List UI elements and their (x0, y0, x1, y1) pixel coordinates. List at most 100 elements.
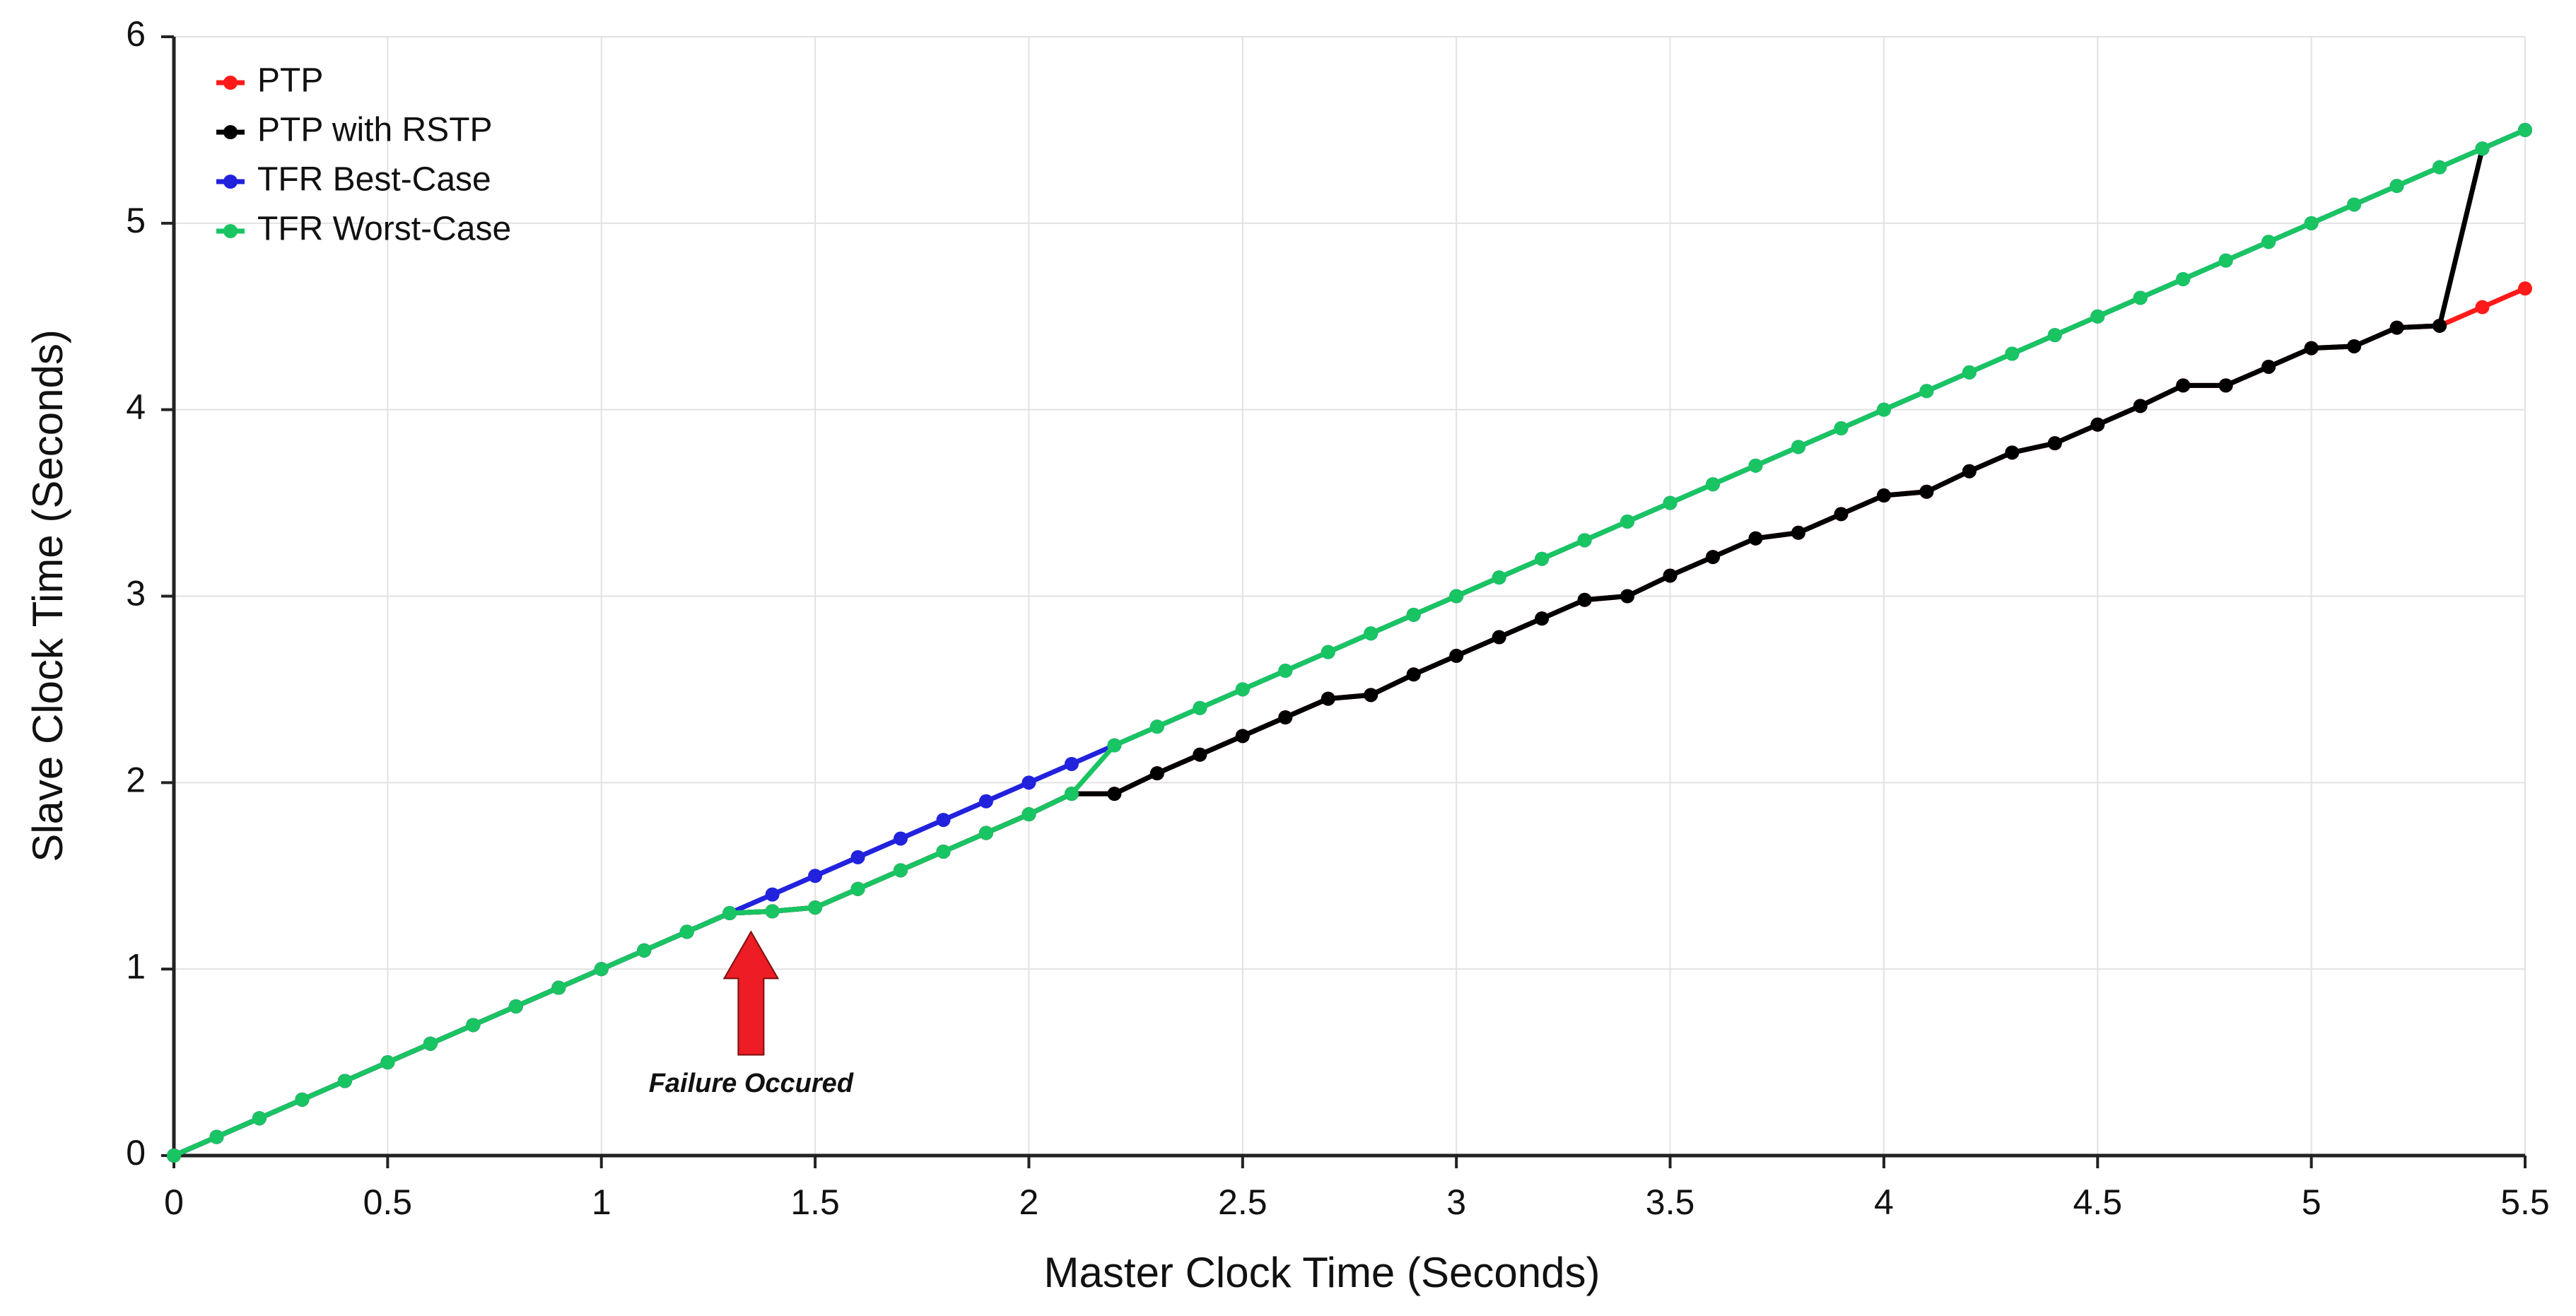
data-point (1663, 495, 1678, 510)
data-point (1577, 592, 1592, 607)
data-point (894, 863, 908, 878)
data-point (978, 826, 993, 840)
data-point (1107, 787, 1122, 801)
x-tick-label: 0 (164, 1182, 184, 1222)
x-tick-label: 2.5 (1218, 1182, 1267, 1222)
y-tick-label: 2 (126, 760, 146, 800)
data-point (466, 1018, 481, 1033)
data-point (1492, 630, 1506, 645)
data-point (722, 906, 737, 921)
series-line (172, 127, 2527, 1158)
data-point (1321, 645, 1335, 659)
data-point (551, 980, 566, 995)
annotation: Failure Occured (649, 1069, 854, 1098)
data-point (1876, 488, 1891, 503)
x-tick-label: 4 (1874, 1182, 1894, 1222)
legend-marker (223, 175, 238, 189)
data-point (2347, 339, 2362, 353)
x-tick-label: 5 (2302, 1182, 2322, 1222)
data-point (1064, 756, 1079, 771)
data-point (2005, 346, 2020, 361)
x-tick-label: 2 (1019, 1182, 1039, 1222)
data-point (1876, 402, 1891, 417)
x-tick-label: 5.5 (2500, 1182, 2550, 1222)
legend-label: PTP with RSTP (257, 112, 493, 149)
data-point (337, 1074, 352, 1088)
data-point (808, 869, 823, 883)
data-point (2218, 253, 2233, 268)
data-point (1706, 550, 1721, 565)
legend-label: TFR Best-Case (257, 161, 491, 199)
data-point (894, 831, 908, 846)
data-point (850, 850, 865, 864)
data-point (1406, 667, 1421, 682)
data-point (1577, 533, 1592, 548)
x-tick-label: 1 (592, 1182, 611, 1222)
data-point (679, 924, 694, 939)
data-point (1193, 747, 1207, 762)
y-tick-label: 0 (126, 1133, 146, 1173)
data-point (423, 1036, 438, 1051)
data-point (2304, 341, 2319, 356)
data-point (209, 1129, 224, 1144)
legend-label: TFR Worst-Case (257, 211, 511, 248)
data-point (1107, 738, 1122, 753)
data-point (1748, 458, 1763, 473)
data-point (2518, 122, 2532, 137)
data-point (1064, 787, 1079, 801)
data-point (1278, 664, 1293, 678)
data-point (936, 844, 951, 859)
data-point (1321, 691, 1335, 706)
data-point (1919, 484, 1934, 499)
data-point (2475, 141, 2490, 156)
series-line (172, 286, 2527, 1158)
data-point (1834, 507, 1849, 522)
data-point (1193, 700, 1207, 715)
data-point (2133, 290, 2148, 305)
data-point (850, 881, 865, 896)
data-point (1149, 719, 1164, 734)
data-point (380, 1055, 395, 1070)
data-point (2518, 281, 2532, 296)
data-point (1021, 775, 1036, 790)
legend-marker (223, 125, 238, 139)
data-point (508, 999, 523, 1014)
x-tick-label: 4.5 (2073, 1182, 2123, 1222)
data-point (2133, 399, 2148, 413)
data-point (1748, 531, 1763, 546)
data-point (1235, 682, 1250, 697)
data-point (2176, 271, 2191, 286)
data-point (1021, 807, 1036, 822)
data-point (2475, 300, 2490, 315)
data-point (295, 1092, 310, 1107)
y-tick-label: 4 (126, 387, 146, 427)
data-point (1962, 464, 1977, 478)
y-tick-label: 5 (126, 201, 146, 240)
data-point (167, 1148, 181, 1163)
data-point (2347, 197, 2362, 212)
data-point (1364, 626, 1378, 641)
data-point (1663, 568, 1678, 583)
data-point (1834, 421, 1849, 436)
data-point (765, 887, 780, 902)
data-point (1492, 570, 1506, 585)
y-axis-title: Slave Clock Time (Seconds) (24, 329, 71, 862)
data-point (1791, 440, 1805, 454)
data-point (1919, 384, 1934, 399)
data-point (2432, 160, 2447, 175)
legend-marker (223, 76, 238, 90)
y-tick-label: 1 (126, 946, 146, 986)
data-point (2047, 328, 2062, 343)
data-point (1235, 729, 1250, 744)
data-point (2047, 436, 2062, 451)
data-point (594, 962, 609, 977)
data-point (2176, 378, 2191, 393)
x-tick-label: 3 (1446, 1182, 1466, 1222)
data-point (1364, 688, 1378, 703)
data-point (1962, 365, 1977, 380)
y-tick-label: 6 (126, 14, 146, 54)
data-point (978, 794, 993, 809)
data-point (1535, 551, 1550, 566)
x-tick-label: 1.5 (790, 1182, 840, 1222)
